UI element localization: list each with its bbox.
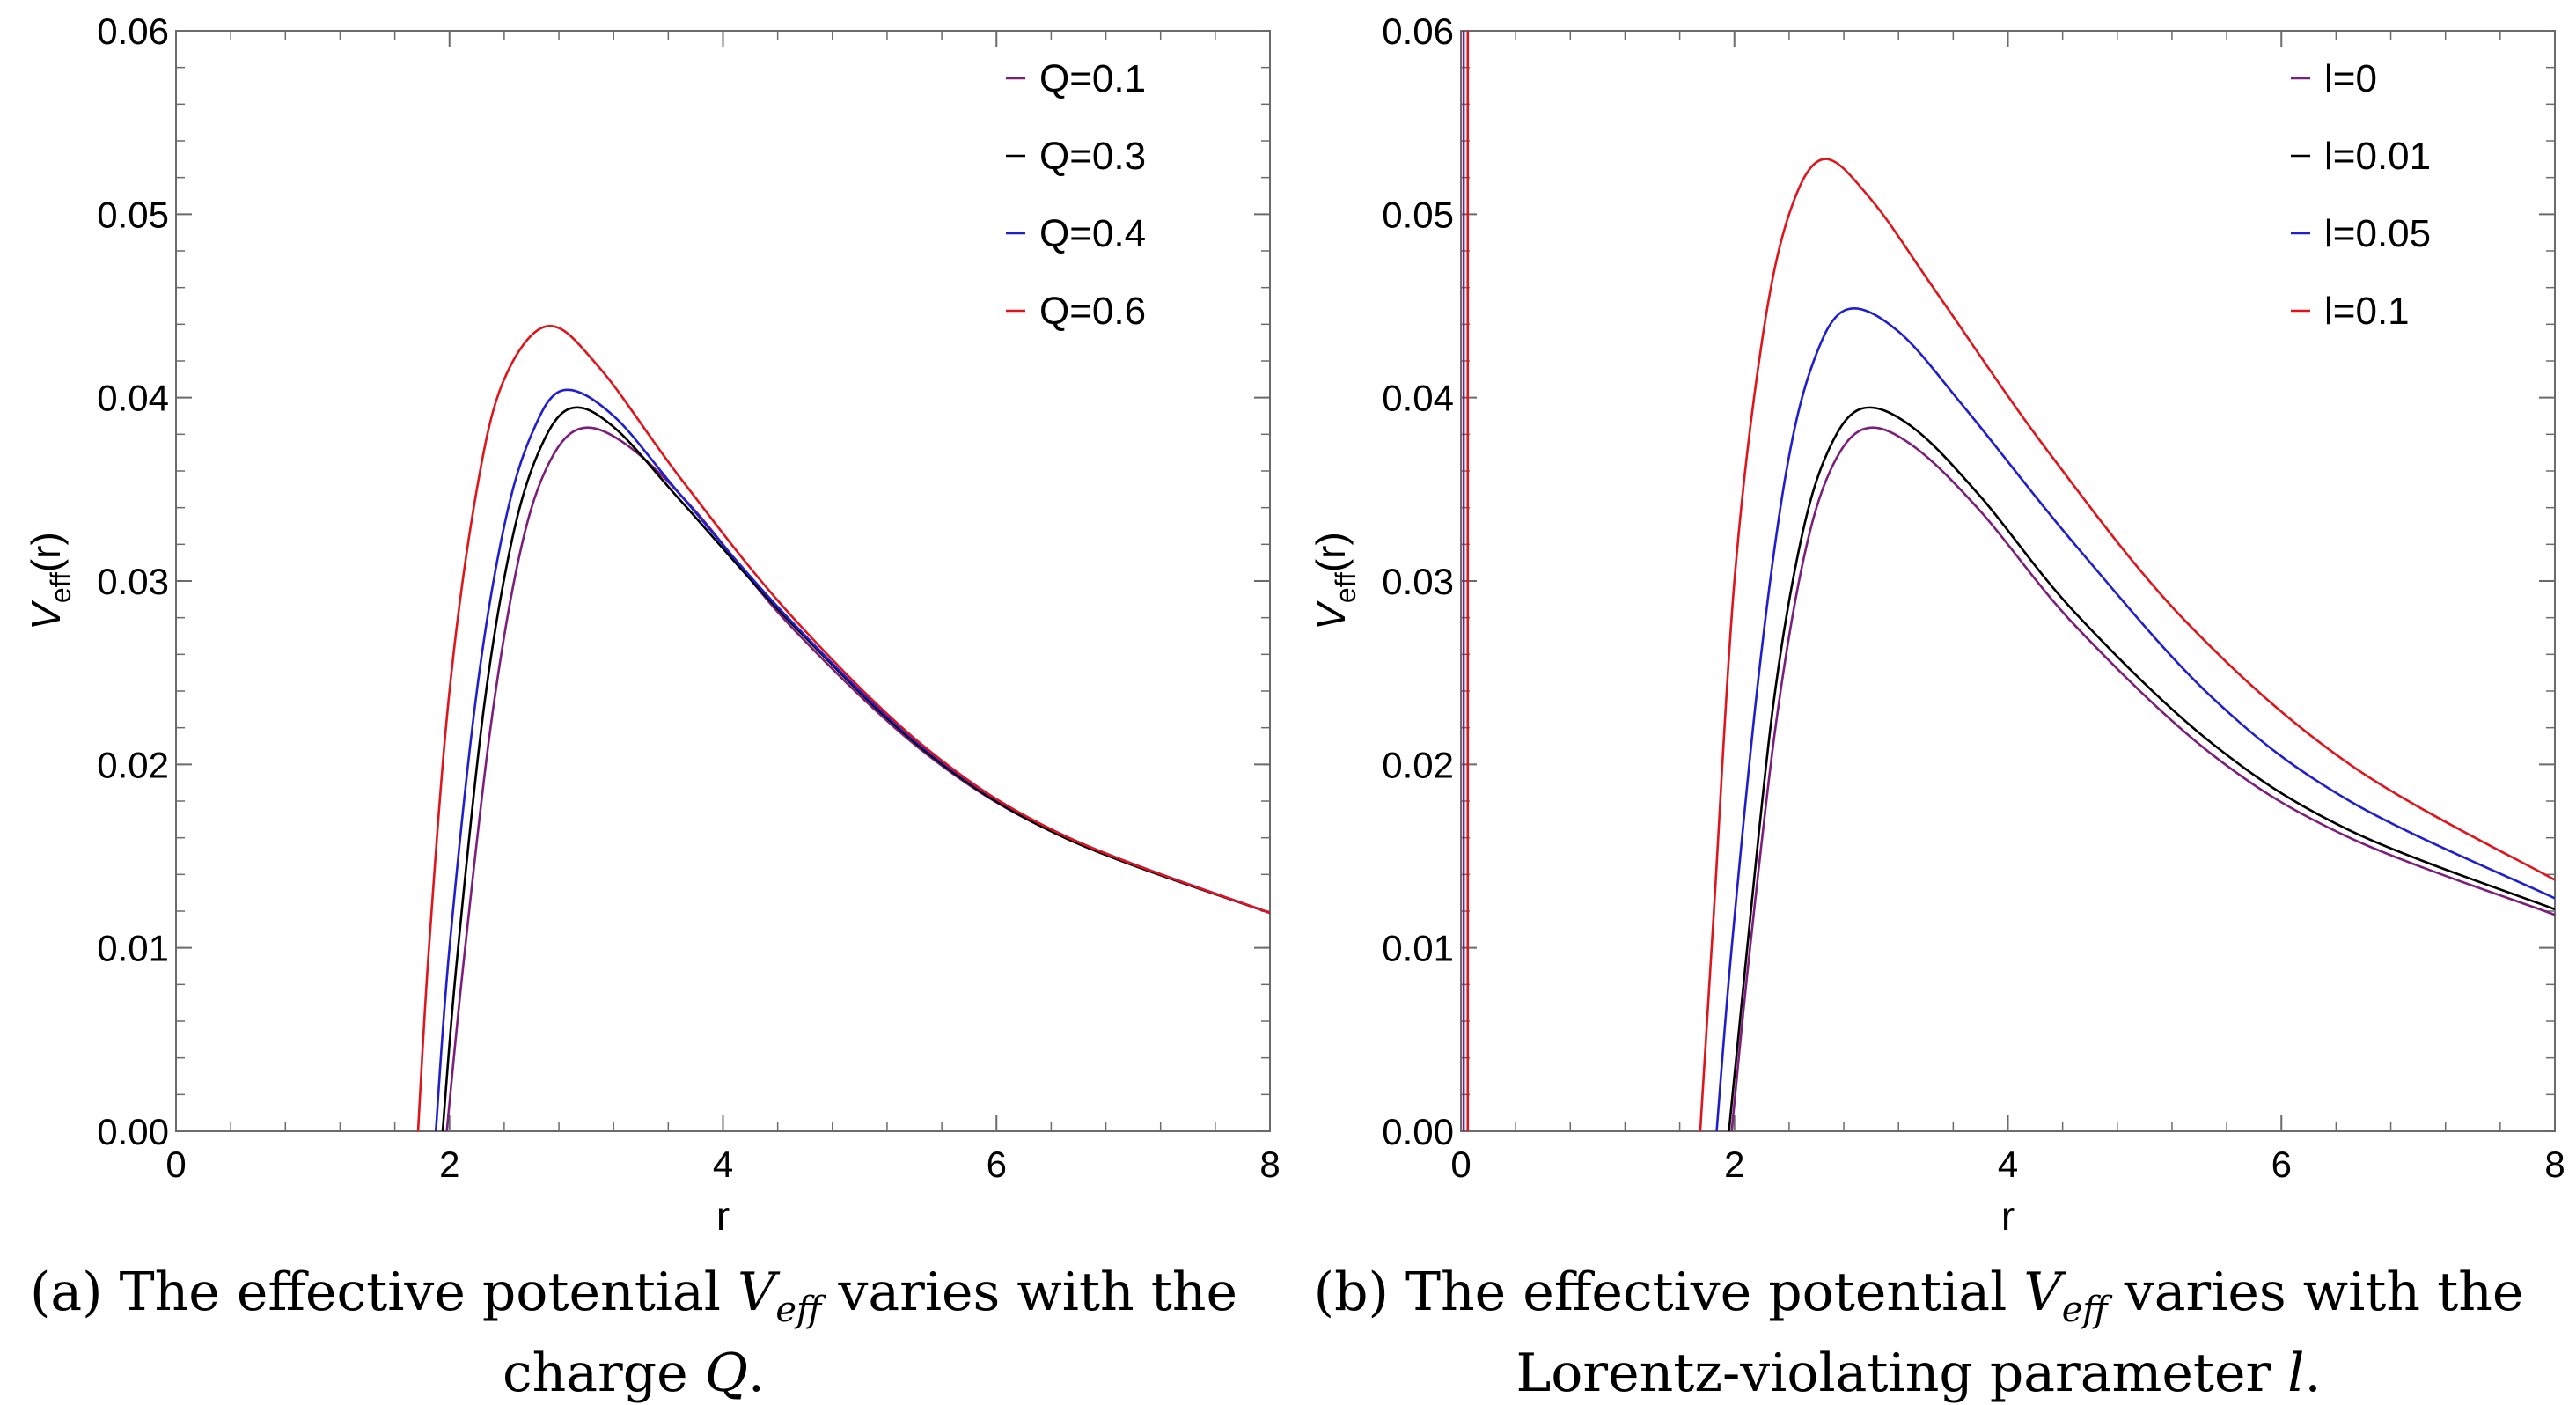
- x-tick-label: 6: [987, 1144, 1007, 1185]
- caption-a: (a) The effective potential Veff varies …: [0, 1261, 1267, 1405]
- chart-panel-a: 0 2 4 6 8 0.00 0.01 0.02 0.03 0.04 0.05 0.06 r Veff(r…: [23, 11, 1281, 1239]
- x-tick-label: 6: [2271, 1144, 2292, 1185]
- y-tick-label: 0.04: [97, 378, 169, 419]
- caption-b-line2-text: Lorentz-violating parameter: [1516, 1342, 2271, 1404]
- legend-label: l=0.05: [2324, 212, 2431, 255]
- legend-label: Q=0.4: [1039, 212, 1146, 255]
- caption-b-line2-var: l: [2287, 1342, 2305, 1404]
- y-tick-label: 0.03: [1382, 561, 1454, 602]
- x-tick-label: 2: [439, 1144, 459, 1185]
- legend: l=0 l=0.01 l=0.05 l=0.1: [2291, 57, 2431, 333]
- y-tick-label: 0.00: [97, 1111, 169, 1152]
- caption-a-line1: (a) The effective potential Veff varies …: [0, 1261, 1267, 1342]
- series-line-q-0-3: [441, 406, 1270, 1131]
- x-tick-label: 2: [1724, 1144, 1744, 1185]
- x-tick-label: 4: [1998, 1144, 2018, 1185]
- y-tick-label: 0.01: [97, 928, 169, 969]
- caption-a-line2: charge Q.: [0, 1342, 1267, 1405]
- y-tick-label: 0.06: [97, 11, 169, 52]
- plot-frame: [175, 30, 1271, 1132]
- y-tick-label: 0.06: [1382, 11, 1454, 52]
- series-line-q-0-1: [445, 426, 1270, 1131]
- caption-a-line2-text: charge: [503, 1342, 688, 1404]
- x-tick-label: 4: [713, 1144, 733, 1185]
- caption-b-line1: (b) The effective potential Veff varies …: [1285, 1261, 2552, 1342]
- series-line-q-0-6: [416, 325, 1270, 1131]
- legend-label: Q=0.6: [1039, 290, 1146, 333]
- caption-b-line2: Lorentz-violating parameter l.: [1285, 1342, 2552, 1405]
- y-tick-label: 0.02: [97, 744, 169, 785]
- caption-a-prefix: (a) The effective potential: [29, 1262, 721, 1323]
- caption-b-var: V: [2023, 1262, 2062, 1323]
- series-line-l-0-1: [1699, 158, 2555, 1131]
- y-tick-label: 0.01: [1382, 928, 1454, 969]
- legend-label: Q=0.1: [1039, 57, 1146, 100]
- y-axis-label: Veff(r): [23, 532, 77, 630]
- caption-b-line2-end: .: [2304, 1342, 2322, 1404]
- series-line-l-0-05: [1715, 307, 2555, 1131]
- plot-frame: [1460, 30, 2556, 1132]
- legend-label: l=0.01: [2324, 135, 2431, 178]
- caption-b-suffix: varies with the: [2124, 1262, 2524, 1323]
- y-tick-label: 0.04: [1382, 378, 1454, 419]
- series-line-l-0: [1730, 426, 2555, 1131]
- y-tick-label: 0.05: [1382, 194, 1454, 235]
- y-tick-label: 0.02: [1382, 744, 1454, 785]
- y-axis-label: Veff(r): [1308, 532, 1361, 630]
- caption-b: (b) The effective potential Veff varies …: [1285, 1261, 2552, 1405]
- y-tick-label: 0.03: [97, 561, 169, 602]
- caption-a-sub: eff: [775, 1290, 822, 1330]
- x-tick-label: 0: [1450, 1144, 1471, 1185]
- caption-b-sub: eff: [2061, 1290, 2108, 1330]
- series-group: [416, 325, 1270, 1131]
- y-tick-label: 0.00: [1382, 1111, 1454, 1152]
- legend: Q=0.1 Q=0.3 Q=0.4 Q=0.6: [1006, 57, 1146, 333]
- x-tick-label: 8: [1259, 1144, 1280, 1185]
- caption-a-line2-var: Q: [704, 1342, 748, 1404]
- caption-b-prefix: (b) The effective potential: [1313, 1262, 2007, 1323]
- x-tick-label: 8: [2544, 1144, 2565, 1185]
- series-line-q-0-4: [434, 388, 1270, 1131]
- legend-label: l=0.1: [2324, 290, 2410, 333]
- x-tick-label: 0: [165, 1144, 186, 1185]
- legend-label: Q=0.3: [1039, 135, 1146, 178]
- caption-a-var: V: [738, 1262, 776, 1323]
- series-group: [1462, 31, 2555, 1131]
- caption-a-line2-end: .: [747, 1342, 765, 1404]
- y-tick-label: 0.05: [97, 194, 169, 235]
- x-axis-label: r: [2001, 1193, 2015, 1239]
- x-axis-label: r: [716, 1193, 730, 1239]
- legend-label: l=0: [2324, 57, 2377, 100]
- series-line-l-0-01: [1728, 406, 2555, 1131]
- caption-a-suffix: varies with the: [838, 1262, 1238, 1323]
- chart-panel-b: 0 2 4 6 8 0.00 0.01 0.02 0.03 0.04 0.05 0.06 r Veff(r…: [1308, 11, 2565, 1239]
